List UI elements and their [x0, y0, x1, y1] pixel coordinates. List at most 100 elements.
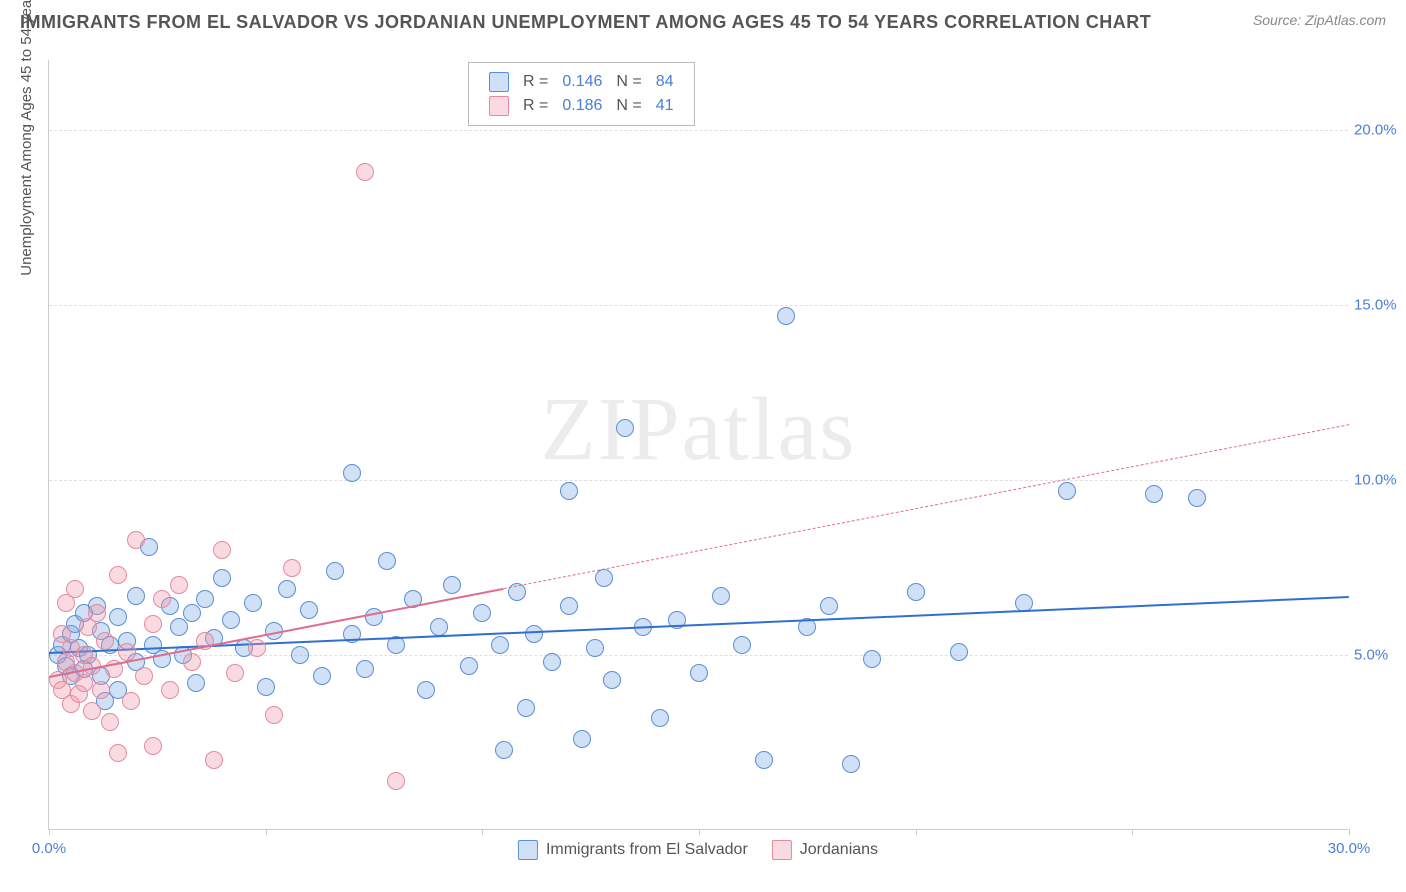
- x-tick-mark: [49, 829, 50, 835]
- data-point: [135, 667, 153, 685]
- gridline: [49, 480, 1348, 481]
- legend-n-value: 84: [650, 71, 680, 93]
- data-point: [378, 552, 396, 570]
- data-point: [196, 590, 214, 608]
- legend-r-value: 0.186: [556, 95, 608, 117]
- regression-line: [504, 424, 1349, 589]
- x-tick-mark: [482, 829, 483, 835]
- data-point: [326, 562, 344, 580]
- data-point: [183, 653, 201, 671]
- legend-series-name: Jordanians: [800, 841, 878, 859]
- legend-n-value: 41: [650, 95, 680, 117]
- data-point: [92, 681, 110, 699]
- data-point: [109, 566, 127, 584]
- data-point: [170, 618, 188, 636]
- data-point: [283, 559, 301, 577]
- data-point: [343, 464, 361, 482]
- data-point: [443, 576, 461, 594]
- data-point: [573, 730, 591, 748]
- data-point: [122, 692, 140, 710]
- gridline: [49, 130, 1348, 131]
- data-point: [222, 611, 240, 629]
- x-tick-label: 30.0%: [1328, 840, 1371, 857]
- data-point: [595, 569, 613, 587]
- series-legend: Immigrants from El Salvador Jordanians: [518, 840, 878, 860]
- data-point: [153, 590, 171, 608]
- chart-area: ZIPatlas 5.0%10.0%15.0%20.0%0.0%30.0% R …: [48, 60, 1348, 830]
- y-tick-label: 10.0%: [1354, 472, 1404, 489]
- data-point: [356, 163, 374, 181]
- data-point: [417, 681, 435, 699]
- legend-swatch: [518, 840, 538, 860]
- x-tick-mark: [266, 829, 267, 835]
- data-point: [144, 615, 162, 633]
- data-point: [88, 604, 106, 622]
- data-point: [525, 625, 543, 643]
- data-point: [473, 604, 491, 622]
- data-point: [278, 580, 296, 598]
- data-point: [1058, 482, 1076, 500]
- data-point: [430, 618, 448, 636]
- data-point: [313, 667, 331, 685]
- data-point: [144, 737, 162, 755]
- data-point: [109, 608, 127, 626]
- legend-r-label: R =: [517, 71, 554, 93]
- correlation-legend: R =0.146N =84R =0.186N =41: [468, 62, 695, 126]
- legend-swatch: [489, 96, 509, 116]
- data-point: [560, 597, 578, 615]
- data-point: [161, 681, 179, 699]
- data-point: [187, 674, 205, 692]
- data-point: [118, 643, 136, 661]
- data-point: [1145, 485, 1163, 503]
- data-point: [460, 657, 478, 675]
- y-tick-label: 20.0%: [1354, 122, 1404, 139]
- data-point: [387, 772, 405, 790]
- x-tick-mark: [1349, 829, 1350, 835]
- data-point: [586, 639, 604, 657]
- watermark-atlas: atlas: [682, 380, 857, 479]
- legend-n-label: N =: [610, 95, 647, 117]
- chart-title: IMMIGRANTS FROM EL SALVADOR VS JORDANIAN…: [20, 12, 1151, 33]
- plot-region: ZIPatlas 5.0%10.0%15.0%20.0%0.0%30.0%: [48, 60, 1348, 830]
- data-point: [543, 653, 561, 671]
- legend-item: Jordanians: [772, 840, 878, 860]
- data-point: [603, 671, 621, 689]
- data-point: [1188, 489, 1206, 507]
- data-point: [777, 307, 795, 325]
- data-point: [365, 608, 383, 626]
- data-point: [205, 751, 223, 769]
- data-point: [733, 636, 751, 654]
- y-tick-label: 5.0%: [1354, 647, 1404, 664]
- y-axis-label: Unemployment Among Ages 45 to 54 years: [18, 0, 35, 276]
- data-point: [226, 664, 244, 682]
- legend-row: R =0.186N =41: [483, 95, 680, 117]
- data-point: [66, 580, 84, 598]
- data-point: [213, 569, 231, 587]
- gridline: [49, 305, 1348, 306]
- data-point: [820, 597, 838, 615]
- data-point: [183, 604, 201, 622]
- data-point: [651, 709, 669, 727]
- data-point: [109, 744, 127, 762]
- y-tick-label: 15.0%: [1354, 297, 1404, 314]
- data-point: [517, 699, 535, 717]
- legend-item: Immigrants from El Salvador: [518, 840, 748, 860]
- legend-r-label: R =: [517, 95, 554, 117]
- legend-swatch: [489, 72, 509, 92]
- legend-row: R =0.146N =84: [483, 71, 680, 93]
- data-point: [300, 601, 318, 619]
- legend-swatch: [772, 840, 792, 860]
- data-point: [755, 751, 773, 769]
- data-point: [127, 531, 145, 549]
- x-tick-mark: [916, 829, 917, 835]
- data-point: [75, 674, 93, 692]
- data-point: [495, 741, 513, 759]
- data-point: [560, 482, 578, 500]
- data-point: [265, 706, 283, 724]
- legend-r-value: 0.146: [556, 71, 608, 93]
- data-point: [491, 636, 509, 654]
- data-point: [291, 646, 309, 664]
- data-point: [83, 702, 101, 720]
- data-point: [690, 664, 708, 682]
- data-point: [712, 587, 730, 605]
